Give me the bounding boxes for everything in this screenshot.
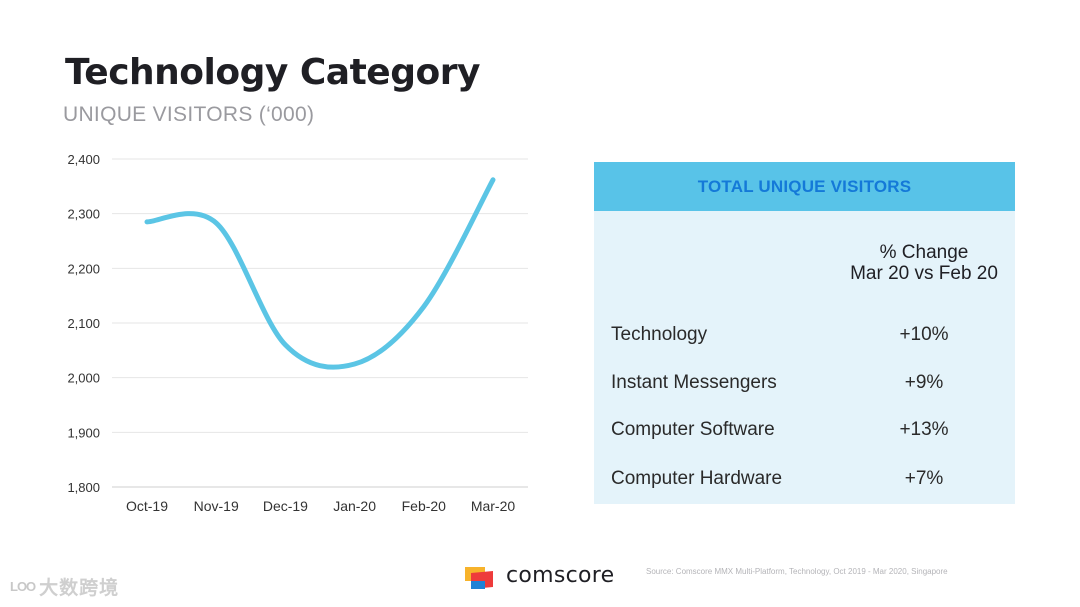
data-point [423,306,425,308]
table-row: Computer Software +13% [611,419,1015,445]
row-label: Technology [611,324,708,345]
data-point [146,221,148,223]
watermark-icon: LOO [10,578,36,594]
data-point [492,179,494,181]
comscore-logo: comscore [463,563,628,593]
page-title: Technology Category [65,52,480,93]
y-tick-label: 2,000 [67,371,100,386]
row-value: +13% [899,419,949,440]
x-tick-label: Feb-20 [402,498,447,514]
y-tick-label: 2,400 [67,152,100,167]
change-column-header: % Change Mar 20 vs Feb 20 [834,242,1014,284]
line-chart: 1,800 1,900 2,000 2,100 2,200 2,300 2,400 Oct-1… [67,152,528,514]
x-tick-label: Nov-19 [194,498,239,514]
table-row: Computer Hardware +7% [611,468,1015,494]
row-value: +7% [904,468,944,489]
y-tick-label: 2,100 [67,316,100,331]
change-header-line1: % Change [879,242,969,263]
data-point [354,363,356,365]
row-value: +10% [899,324,949,345]
row-value: +9% [904,372,944,393]
change-header-line2: Mar 20 vs Feb 20 [850,263,998,284]
y-tick-label: 1,800 [67,480,100,495]
data-point [284,344,286,346]
watermark: LOO 大数跨境 [10,574,120,599]
source-note: Source: Comscore MMX Multi-Platform, Tec… [646,567,948,576]
x-tick-label: Mar-20 [471,498,516,514]
row-label: Instant Messengers [611,372,777,393]
x-tick-label: Dec-19 [263,498,308,514]
comscore-logo-icon [465,567,493,589]
watermark-text: 大数跨境 [39,577,120,599]
panel-header: TOTAL UNIQUE VISITORS [594,162,1015,211]
visitors-panel: TOTAL UNIQUE VISITORS % Change Mar 20 vs… [594,162,1015,504]
table-row: Technology +10% [611,324,1015,350]
row-label: Computer Hardware [611,468,783,489]
row-label: Computer Software [611,419,775,440]
logo-text: comscore [506,563,615,588]
table-row: Instant Messengers +9% [611,372,1015,398]
series-line [144,177,496,370]
chart-subtitle: UNIQUE VISITORS (‘000) [63,103,315,126]
x-tick-label: Jan-20 [333,498,376,514]
y-tick-label: 1,900 [67,425,100,440]
data-point [215,222,217,224]
x-tick-label: Oct-19 [126,498,168,514]
y-tick-label: 2,300 [67,207,100,222]
y-tick-label: 2,200 [67,261,100,276]
